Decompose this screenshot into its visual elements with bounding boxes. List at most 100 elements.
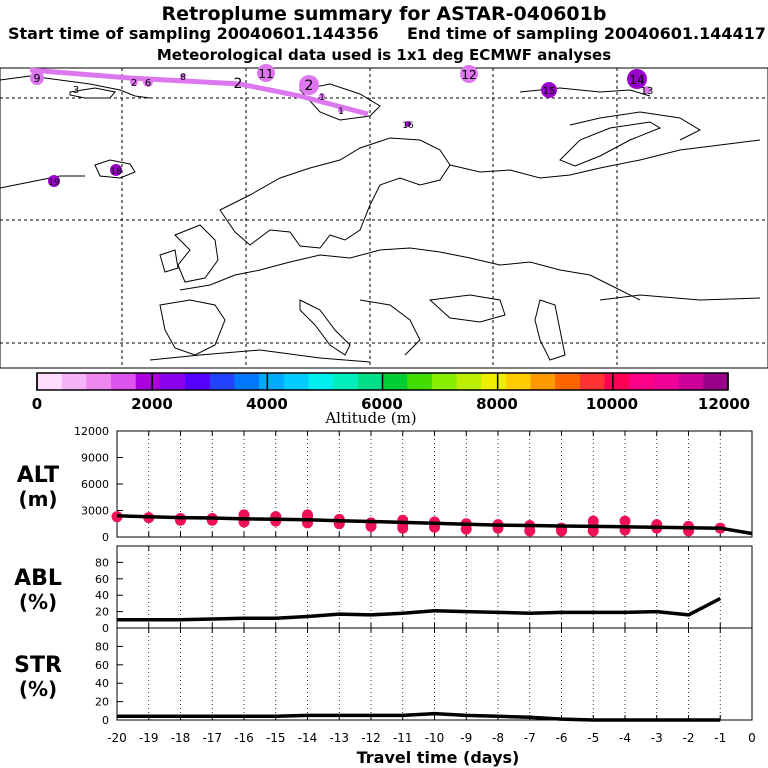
x-tick-label: -16 bbox=[234, 731, 254, 745]
colorbar-title: Altitude (m) bbox=[324, 409, 416, 427]
x-tick-label: -18 bbox=[171, 731, 191, 745]
colorbar-swatch bbox=[407, 373, 433, 390]
plume-clusters: 9 3 2 6 8 2 11 2 1 1 12 15 14 13 16 19 1… bbox=[30, 64, 653, 188]
y-tick-label: 12000 bbox=[74, 425, 109, 438]
colorbar-swatch bbox=[481, 373, 507, 390]
colorbar-swatch bbox=[579, 373, 606, 390]
cluster-marker: 2 bbox=[130, 78, 138, 89]
svg-text:19: 19 bbox=[48, 178, 60, 188]
altitude-colorbar: 0 2000 4000 6000 8000 10000 12000 Altitu… bbox=[32, 372, 750, 427]
colorbar-swatch bbox=[357, 373, 383, 390]
cluster-marker: 6 bbox=[143, 77, 153, 89]
colorbar-tick-label: 0 bbox=[32, 395, 42, 413]
time-series-panels: 030006000900012000ALT(m)020406080ABL(%)0… bbox=[14, 425, 756, 767]
svg-text:8: 8 bbox=[180, 73, 186, 83]
x-tick-label: -19 bbox=[139, 731, 159, 745]
chart-title: Retroplume summary for ASTAR-040601b bbox=[161, 3, 607, 25]
y-tick-label: 3000 bbox=[81, 505, 109, 518]
x-tick-label: -12 bbox=[361, 731, 381, 745]
colorbar-swatch bbox=[604, 373, 630, 390]
svg-text:12: 12 bbox=[461, 68, 476, 82]
x-tick-label: -13 bbox=[329, 731, 349, 745]
x-tick-label: -14 bbox=[298, 731, 318, 745]
cluster-marker: 15 bbox=[541, 82, 557, 98]
y-tick-label: 20 bbox=[95, 696, 109, 709]
svg-text:1: 1 bbox=[338, 107, 344, 117]
colorbar-tick-label: 10000 bbox=[586, 395, 638, 413]
x-tick-label: -10 bbox=[425, 731, 445, 745]
svg-text:2: 2 bbox=[234, 76, 243, 92]
colorbar-ticks bbox=[36, 373, 729, 390]
colorbar-tick-label: 4000 bbox=[246, 395, 288, 413]
x-tick-label: -15 bbox=[266, 731, 286, 745]
svg-text:11: 11 bbox=[258, 67, 273, 81]
colorbar-swatch bbox=[135, 373, 161, 390]
colorbar-tick-label: 8000 bbox=[476, 395, 518, 413]
y-tick-label: 60 bbox=[95, 659, 109, 672]
cluster-marker: 16 bbox=[402, 121, 414, 131]
panel-label: ABL bbox=[14, 566, 62, 591]
cluster-marker: 11 bbox=[257, 64, 275, 82]
panel-unit: (%) bbox=[19, 677, 57, 701]
y-tick-label: 0 bbox=[102, 531, 109, 544]
svg-text:2: 2 bbox=[305, 78, 314, 94]
y-tick-label: 40 bbox=[95, 589, 109, 602]
x-tick-label: -17 bbox=[202, 731, 222, 745]
colorbar-swatch bbox=[505, 373, 532, 390]
map-panel: 9 3 2 6 8 2 11 2 1 1 12 15 14 13 16 19 1… bbox=[0, 64, 768, 369]
colorbar-swatch bbox=[530, 373, 556, 390]
colorbar-swatch bbox=[653, 373, 680, 390]
y-tick-label: 80 bbox=[95, 640, 109, 653]
series-line bbox=[117, 596, 722, 622]
colorbar-tick-label: 12000 bbox=[698, 395, 750, 413]
cluster-marker: 14 bbox=[627, 69, 647, 89]
colorbar-swatch bbox=[283, 373, 309, 390]
colorbar-swatch bbox=[259, 373, 285, 390]
x-tick-label: -2 bbox=[683, 731, 695, 745]
colorbar-swatch bbox=[308, 373, 334, 390]
coastlines bbox=[0, 75, 761, 363]
cluster-marker: 9 bbox=[30, 71, 44, 85]
panel-alt: 0 3000 6000 9000 12000 ALT(m) bbox=[17, 425, 753, 544]
x-tick-label: -1 bbox=[714, 731, 726, 745]
y-tick-label: 0 bbox=[102, 714, 109, 727]
panel-label: ALT bbox=[17, 463, 59, 488]
x-tick-label: -3 bbox=[651, 731, 663, 745]
x-tick-label: -6 bbox=[556, 731, 568, 745]
colorbar-swatch bbox=[160, 373, 186, 390]
svg-text:3: 3 bbox=[73, 85, 79, 96]
cluster-marker: 19 bbox=[48, 175, 60, 188]
colorbar-swatch bbox=[629, 373, 655, 390]
colorbar-swatch bbox=[209, 373, 235, 390]
cluster-marker: 1 bbox=[319, 93, 325, 103]
panel-frame bbox=[116, 627, 753, 721]
map-frame bbox=[0, 67, 768, 369]
cluster-marker: 2 bbox=[234, 76, 243, 92]
x-tick-label: -20 bbox=[107, 731, 127, 745]
x-tick-label: -4 bbox=[619, 731, 631, 745]
x-tick-label: -8 bbox=[492, 731, 504, 745]
colorbar-swatch bbox=[185, 373, 211, 390]
y-tick-label: 0 bbox=[102, 622, 109, 635]
colorbar-swatch bbox=[678, 373, 704, 390]
data-point bbox=[302, 509, 313, 521]
panel-abl: 0 20 40 60 80 ABL(%) bbox=[14, 545, 753, 635]
map-graticule bbox=[0, 68, 768, 368]
cluster-marker: 3 bbox=[73, 85, 79, 96]
data-point bbox=[619, 515, 631, 527]
colorbar-swatch bbox=[555, 373, 581, 390]
cluster-marker: 13 bbox=[641, 86, 653, 97]
colorbar-swatch bbox=[86, 373, 112, 390]
colorbar-swatch bbox=[61, 373, 87, 390]
panel-unit: (m) bbox=[18, 487, 57, 511]
svg-text:15: 15 bbox=[543, 86, 556, 97]
panel-label: STR bbox=[14, 653, 62, 678]
retroplume-trajectory bbox=[29, 67, 369, 117]
series-line bbox=[117, 711, 721, 722]
cluster-marker: 12 bbox=[460, 65, 478, 83]
end-time-label: End time of sampling 20040601.144417 bbox=[407, 24, 766, 43]
cluster-marker: 2 bbox=[299, 75, 319, 95]
svg-text:6: 6 bbox=[145, 78, 151, 89]
svg-text:9: 9 bbox=[34, 72, 41, 85]
colorbar-swatch bbox=[431, 373, 458, 390]
